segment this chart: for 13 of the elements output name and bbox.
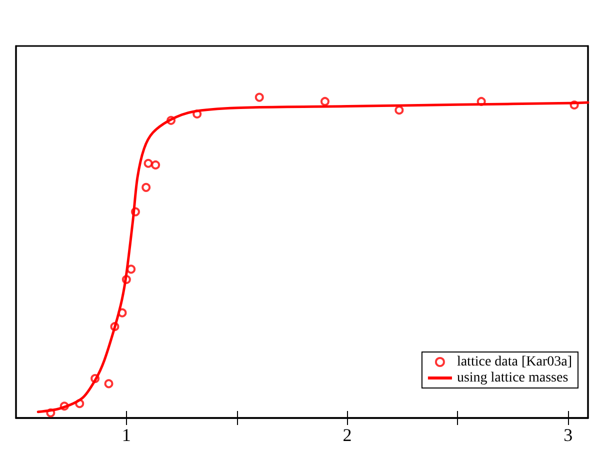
point bbox=[320, 96, 330, 106]
point bbox=[394, 106, 404, 115]
point bbox=[104, 379, 114, 388]
x-tick-label: 2 bbox=[342, 425, 352, 445]
point bbox=[151, 160, 160, 170]
legend-label: using lattice masses bbox=[456, 370, 568, 386]
legend-label: lattice data [Kar03a] bbox=[456, 354, 572, 370]
x-tick-label: 1 bbox=[122, 425, 131, 445]
point bbox=[142, 182, 151, 192]
point bbox=[144, 158, 153, 168]
point bbox=[126, 264, 136, 274]
x-tick-label: 3 bbox=[564, 425, 573, 445]
point bbox=[254, 92, 264, 102]
